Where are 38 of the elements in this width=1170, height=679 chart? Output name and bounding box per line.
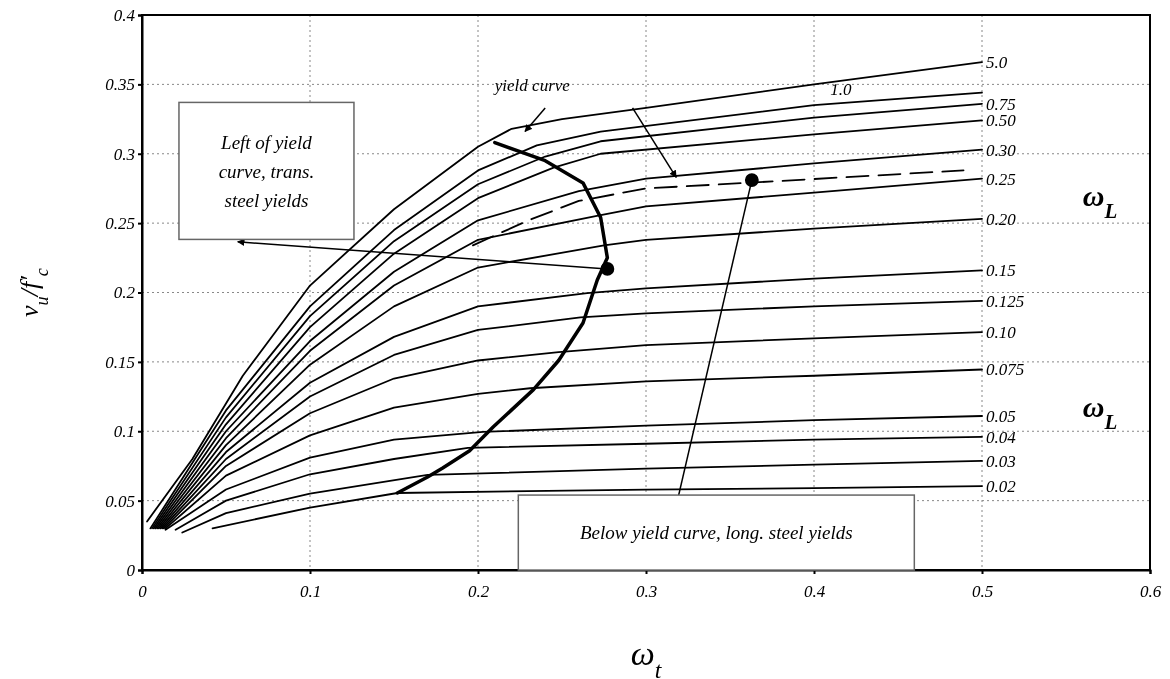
x-tick-label: 0.4: [803, 582, 826, 602]
series-label: 0.15: [986, 261, 1016, 281]
series-label: 0.30: [986, 140, 1017, 160]
y-tick-label: 0.15: [105, 352, 135, 372]
y-tick-label: 0.2: [113, 283, 136, 303]
series-label: 1.0: [830, 80, 853, 100]
annotation: Left of yield curve, trans. steel yields: [218, 131, 315, 211]
annotation: ω$_{L}$: [1082, 179, 1118, 224]
series-label: 0.05: [986, 406, 1016, 426]
callout-box: Below yield curve, long. steel yields: [517, 494, 916, 571]
series-label: 0.50: [986, 111, 1017, 131]
y-tick-label: 0.1: [113, 422, 135, 442]
series-label: 0.125: [986, 291, 1025, 311]
y-tick-label: 0: [126, 560, 136, 580]
annotation: yield curve: [492, 76, 571, 96]
series-label: 0.075: [986, 360, 1025, 380]
y-tick-label: 0.25: [105, 214, 135, 234]
annotation: Below yield curve, long. steel yields: [579, 522, 853, 544]
y-tick-label: 0.3: [113, 144, 135, 164]
x-tick-label: 0.5: [971, 582, 994, 602]
series-label: 0.04: [986, 427, 1017, 447]
callout-box: Left of yield curve, trans. steel yields: [178, 101, 355, 241]
series-label: 0.02: [986, 477, 1017, 497]
series-label: 0.10: [986, 322, 1017, 342]
x-axis-title: ω$_{t}$: [630, 635, 663, 679]
y-tick-label: 0.05: [105, 491, 135, 511]
series-label: 0.75: [986, 94, 1016, 114]
series-label: 0.25: [986, 169, 1016, 189]
y-tick-label: 0.35: [105, 75, 135, 95]
x-tick-label: 0.1: [299, 582, 322, 602]
x-tick-label: 0.2: [467, 582, 490, 602]
annotation: ω$_{L}$: [1082, 390, 1118, 435]
x-tick-label: 0.3: [635, 582, 658, 602]
y-tick-label: 0.4: [113, 5, 136, 25]
x-tick-label: 0.6: [1139, 582, 1162, 602]
series-label: 0.20: [986, 209, 1017, 229]
series-label: 0.03: [986, 451, 1016, 471]
series-label: 5.0: [986, 53, 1008, 73]
